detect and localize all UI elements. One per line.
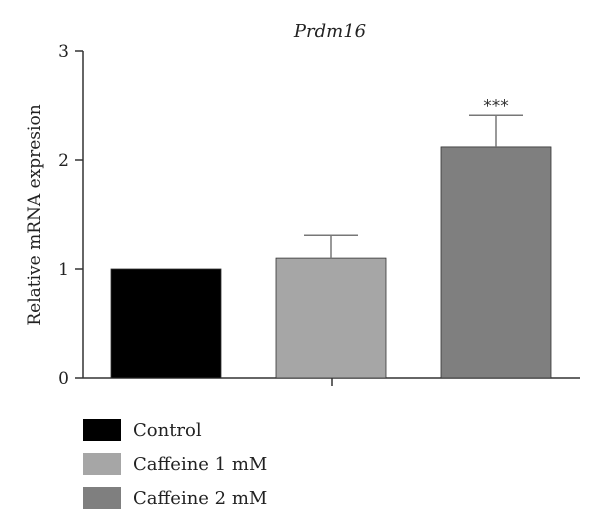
legend-item: Caffeine 1 mM — [83, 447, 267, 481]
y-tick-label: 0 — [58, 369, 69, 389]
chart-title: Prdm16 — [293, 21, 366, 42]
bar-caffeine-1-mm — [275, 257, 387, 379]
legend-label: Control — [133, 419, 202, 441]
y-tick-label: 3 — [58, 42, 69, 62]
bar-chart: Prdm16 Relative mRNA expresion 0 1 2 3 *** — [25, 21, 580, 389]
y-tick-label: 1 — [58, 260, 69, 280]
legend-swatch — [83, 453, 121, 475]
y-axis-label: Relative mRNA expresion — [25, 104, 45, 325]
significance-label: *** — [483, 96, 509, 116]
legend-swatch — [83, 419, 121, 441]
legend-label: Caffeine 2 mM — [133, 487, 268, 509]
bar-control — [110, 268, 222, 379]
legend-item: Control — [83, 413, 267, 447]
legend-swatch — [83, 487, 121, 509]
legend-item: Caffeine 2 mM — [83, 481, 267, 515]
bar-caffeine-2-mm — [440, 146, 552, 379]
legend-label: Caffeine 1 mM — [133, 453, 268, 475]
y-tick-label: 2 — [58, 151, 69, 171]
legend: Control Caffeine 1 mM Caffeine 2 mM — [83, 413, 267, 515]
